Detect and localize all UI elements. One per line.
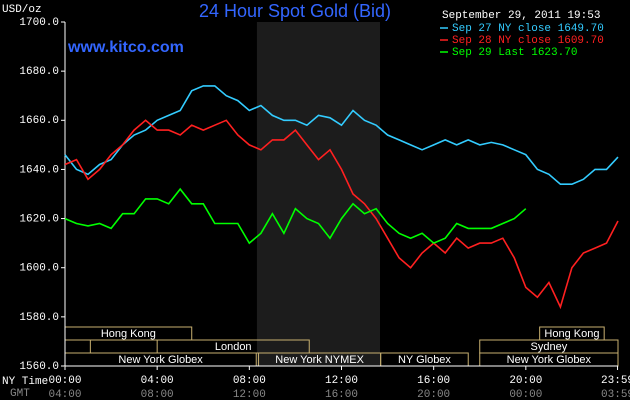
- gmt-tick-label: 04:00: [48, 389, 81, 400]
- legend-label: Sep 29 Last 1623.70: [452, 47, 577, 59]
- series-line: [64, 187, 527, 245]
- x-tick-label: 23:59: [601, 375, 630, 387]
- y-tick-label: 1640.0: [19, 164, 59, 176]
- x-tick-label: 16:00: [417, 375, 450, 387]
- series-line: [64, 119, 619, 310]
- x-axis-label: GMT: [10, 388, 30, 400]
- x-tick-label: 00:00: [48, 375, 81, 387]
- gmt-tick-label: 08:00: [141, 389, 174, 400]
- gmt-tick-label: 20:00: [417, 389, 450, 400]
- y-tick-label: 1680.0: [19, 66, 59, 78]
- chart-title: 24 Hour Spot Gold (Bid): [199, 1, 391, 21]
- y-tick-label: 1660.0: [19, 115, 59, 127]
- legend-label: Sep 28 NY close 1609.70: [452, 35, 604, 47]
- series-line: [64, 85, 619, 185]
- x-tick-label: 20:00: [509, 375, 542, 387]
- gmt-tick-label: 00:00: [509, 389, 542, 400]
- x-tick-label: 12:00: [325, 375, 358, 387]
- session-label: London: [215, 341, 252, 353]
- session-label: New York Globex: [118, 354, 203, 366]
- y-tick-label: 1700.0: [19, 17, 59, 29]
- highlight-band: [256, 22, 380, 366]
- y-axis-label: USD/oz: [2, 4, 42, 16]
- y-tick-label: 1560.0: [19, 361, 59, 373]
- y-tick-label: 1600.0: [19, 263, 59, 275]
- timestamp: September 29, 2011 19:53: [442, 10, 600, 22]
- session-label: Hong Kong: [101, 328, 156, 340]
- session-label: New York NYMEX: [275, 354, 364, 366]
- subtitle: www.kitco.com: [67, 39, 184, 56]
- gmt-tick-label: 03:59: [601, 389, 630, 400]
- gmt-tick-label: 12:00: [233, 389, 266, 400]
- session-label: Hong Kong: [544, 328, 599, 340]
- legend-label: Sep 27 NY close 1649.70: [452, 23, 604, 35]
- session-label: Sydney: [531, 341, 568, 353]
- x-tick-label: 04:00: [141, 375, 174, 387]
- x-axis-label: NY Time: [2, 376, 48, 388]
- session-label: NY Globex: [398, 354, 451, 366]
- x-tick-label: 08:00: [233, 375, 266, 387]
- gmt-tick-label: 16:00: [325, 389, 358, 400]
- y-tick-label: 1580.0: [19, 312, 59, 324]
- y-tick-label: 1620.0: [19, 213, 59, 225]
- session-label: New York Globex: [507, 354, 592, 366]
